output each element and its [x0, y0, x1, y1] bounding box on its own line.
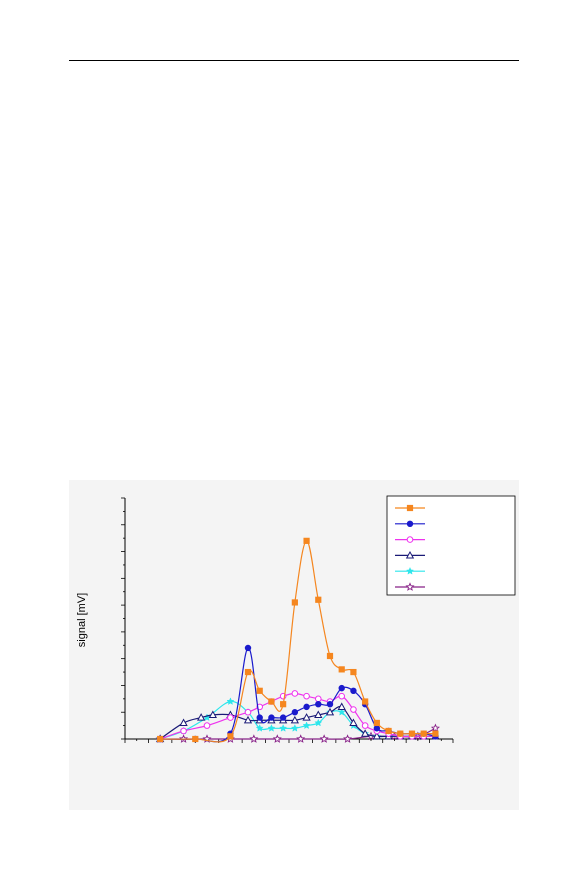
series-1-point: [227, 733, 234, 740]
series-5-point: [290, 724, 299, 732]
series-2-point: [326, 700, 334, 708]
series-3-point: [314, 695, 322, 703]
legend-entry-marker: [406, 504, 414, 512]
series-6-point: [343, 734, 353, 743]
series-5-point: [267, 724, 276, 732]
series-1-point: [350, 668, 357, 676]
series-5-point: [314, 718, 323, 727]
series-4-point: [372, 731, 382, 740]
series-1-point: [373, 719, 380, 727]
y-axis-label: signal [mV]: [76, 593, 88, 647]
series-3-point: [361, 722, 369, 729]
legend-entry-marker: [405, 582, 415, 591]
legend-entry: [395, 566, 425, 575]
series-2-point: [315, 700, 322, 708]
chart-series: [155, 537, 440, 743]
series-4-point: [302, 713, 311, 721]
series-4-point: [360, 729, 370, 737]
series-4-point: [290, 715, 300, 724]
series-1-point: [397, 730, 404, 737]
legend-entry: [395, 550, 425, 559]
series-2-point: [373, 725, 381, 732]
series-6-point: [430, 723, 440, 733]
series-4-point: [325, 707, 335, 716]
series-1-point: [280, 701, 287, 708]
legend-entry-marker: [405, 550, 415, 559]
legend-entry-marker: [405, 566, 415, 575]
series-1-point: [315, 596, 322, 603]
series-5-point: [279, 724, 288, 732]
legend-entry: [395, 504, 425, 512]
series-6-point: [249, 734, 259, 743]
series-5-point: [337, 707, 346, 716]
series-5-point: [302, 721, 311, 730]
series-1-point: [432, 730, 439, 737]
legend-box: [386, 495, 516, 596]
legend-entry: [395, 520, 425, 527]
series-4-point: [243, 715, 253, 724]
series-4-point: [196, 713, 206, 721]
series-3-point: [338, 692, 346, 700]
series-4-point: [314, 710, 323, 718]
series-4-line: [159, 705, 436, 740]
series-1-point: [192, 735, 199, 743]
legend-entry: [395, 536, 425, 543]
series-4-point: [179, 718, 188, 727]
series-5-point: [226, 697, 235, 705]
series-1-point: [268, 698, 275, 705]
series-1-point: [157, 735, 164, 743]
series-6-point: [319, 734, 329, 743]
header-rule: [69, 60, 519, 61]
series-2-point: [338, 684, 345, 692]
series-1-point: [420, 730, 427, 737]
series-2-point: [279, 714, 287, 721]
series-1-point: [303, 537, 310, 544]
legend-entry: [395, 582, 425, 591]
series-1-point: [338, 666, 345, 673]
series-4-point: [337, 702, 346, 710]
series-3-point: [227, 714, 234, 721]
series-4-point: [208, 710, 218, 718]
series-2-point: [350, 687, 357, 694]
series-3-point: [303, 692, 310, 700]
series-2-point: [268, 714, 275, 721]
series-1: [157, 537, 439, 743]
series-2-point: [256, 714, 263, 721]
series-5-point: [255, 724, 264, 732]
series-6-point: [272, 734, 282, 743]
series-1-point: [244, 668, 252, 676]
series-3-point: [180, 727, 187, 735]
legend-entry-marker: [406, 536, 414, 543]
series-4-point: [349, 718, 358, 727]
series-3-point: [291, 690, 299, 697]
series-1-point: [408, 730, 416, 737]
series-1-point: [326, 652, 334, 660]
series-6-point: [296, 734, 306, 743]
series-3-point: [203, 722, 211, 729]
series-3-point: [244, 708, 252, 716]
series-2-point: [291, 709, 299, 716]
chart-legend: [386, 495, 516, 596]
series-1-point: [385, 727, 392, 735]
series-1-point: [291, 599, 298, 606]
legend-entry-marker: [406, 520, 414, 527]
series-2-point: [303, 703, 310, 711]
series-3-point: [350, 706, 357, 713]
series-1-point: [362, 698, 369, 705]
series-2-point: [244, 644, 252, 652]
series-1-point: [256, 687, 263, 694]
